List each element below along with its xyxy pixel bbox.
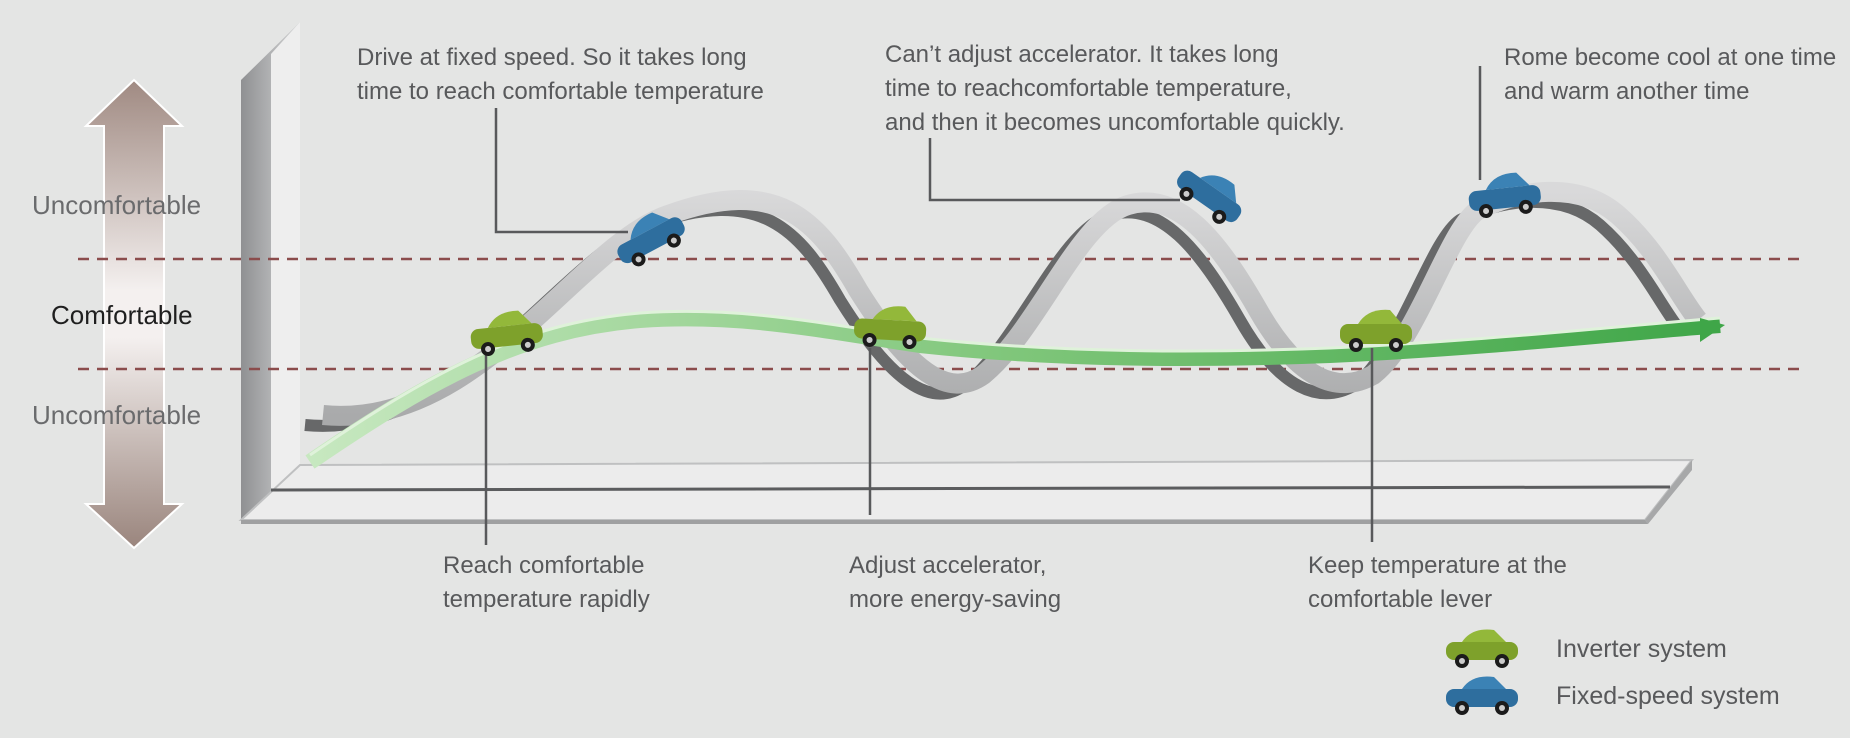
annotation-inverter-middle: Adjust accelerator, more energy-saving (849, 549, 1061, 617)
inverter-car-3 (1340, 309, 1412, 352)
annotation-line: time to reach comfortable temperature (357, 78, 764, 105)
fixed-speed-car-2 (1177, 170, 1242, 224)
fixed-speed-car-1 (617, 212, 685, 267)
zone-label-upper: Uncomfortable (32, 190, 202, 220)
annotation-line: Drive at fixed speed. So it takes long (357, 44, 747, 71)
annotation-line: and then it becomes uncomfortable quickl… (885, 109, 1345, 136)
fixed-speed-curve (304, 181, 1706, 432)
inverter-car-2 (854, 306, 927, 350)
annotation-line: Can’t adjust accelerator. It takes long (885, 41, 1279, 68)
annotation-line: Reach comfortable (443, 552, 645, 579)
zone-label-middle: Comfortable (51, 300, 193, 330)
annotation-inverter-end: Keep temperature at the comfortable leve… (1308, 549, 1567, 617)
annotation-line: Rome become cool at one time (1504, 44, 1837, 71)
legend-label-inverter: Inverter system (1556, 634, 1727, 663)
annotation-line: comfortable lever (1308, 586, 1493, 613)
comfort-scale-arrow (83, 78, 185, 550)
annotation-line: Adjust accelerator, (849, 552, 1047, 579)
annotation-line: more energy-saving (849, 586, 1062, 613)
blue-car-icon (1446, 676, 1518, 715)
legend-item-inverter: Inverter system (1442, 628, 1727, 670)
annotation-line: temperature rapidly (443, 586, 650, 613)
annotation-line: and warm another time (1504, 78, 1750, 105)
green-car-icon (1446, 629, 1518, 668)
inverter-car-1 (470, 310, 543, 357)
fixed-speed-car-3 (1468, 172, 1541, 219)
annotation-inverter-start: Reach comfortable temperature rapidly (443, 549, 650, 617)
leader-lines (484, 66, 1482, 545)
annotation-line: time to reachcomfortable temperature, (885, 75, 1292, 102)
annotation-fixed-speed-middle: Can’t adjust accelerator. It takes long … (885, 38, 1345, 140)
annotation-fixed-speed-start: Drive at fixed speed. So it takes long t… (357, 41, 764, 109)
zone-label-lower: Uncomfortable (32, 400, 202, 430)
legend-item-fixed-speed: Fixed-speed system (1442, 675, 1780, 717)
legend-label-fixed-speed: Fixed-speed system (1556, 681, 1780, 710)
annotation-line: Keep temperature at the (1308, 552, 1567, 579)
annotation-fixed-speed-end: Rome become cool at one time and warm an… (1504, 41, 1836, 109)
